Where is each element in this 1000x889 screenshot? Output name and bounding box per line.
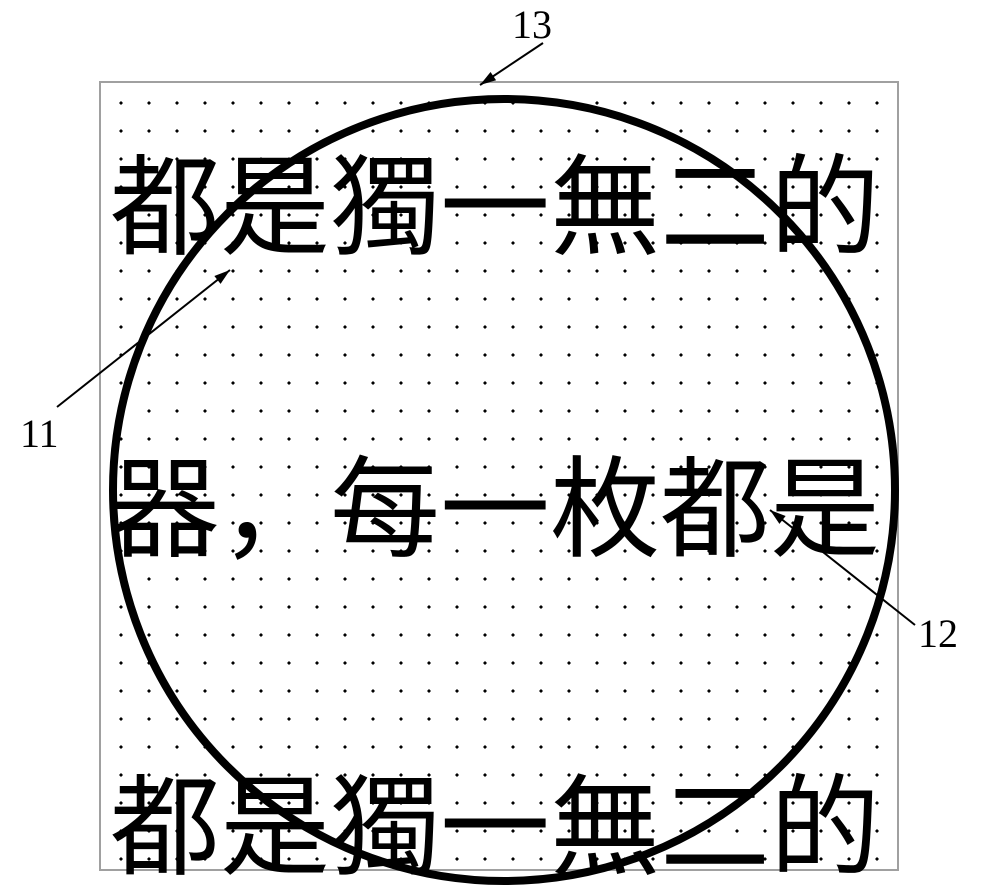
callout-label-13: 13 [512,1,552,48]
diagram-canvas: 都是獨一無二的 器，每一枚都是 都是獨一無二的 13 11 12 [0,0,1000,889]
callout-lines-svg [0,0,1000,889]
callout-label-12: 12 [918,610,958,657]
callout-label-11: 11 [20,410,59,457]
